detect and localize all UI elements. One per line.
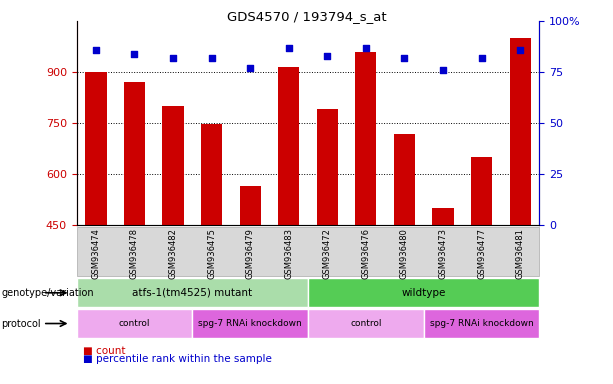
Point <box>477 55 487 61</box>
Text: genotype/variation: genotype/variation <box>1 288 94 298</box>
Point <box>361 45 371 51</box>
Bar <box>317 109 338 225</box>
Text: wildtype: wildtype <box>402 288 446 298</box>
Bar <box>394 134 415 225</box>
Text: GSM936478: GSM936478 <box>130 228 139 279</box>
Text: ■ count: ■ count <box>83 346 125 356</box>
Text: ■ percentile rank within the sample: ■ percentile rank within the sample <box>83 354 272 364</box>
Bar <box>124 82 145 225</box>
Point <box>438 67 448 73</box>
Bar <box>471 157 492 225</box>
Bar <box>201 124 223 225</box>
Point <box>168 55 178 61</box>
Text: spg-7 RNAi knockdown: spg-7 RNAi knockdown <box>430 319 533 328</box>
Text: control: control <box>119 319 150 328</box>
Point <box>245 65 255 71</box>
Text: GSM936473: GSM936473 <box>438 228 447 279</box>
Text: GSM936480: GSM936480 <box>400 228 409 279</box>
Text: control: control <box>350 319 382 328</box>
Text: GSM936472: GSM936472 <box>323 228 332 279</box>
Text: GSM936483: GSM936483 <box>284 228 293 279</box>
Text: GSM936477: GSM936477 <box>477 228 486 279</box>
Text: spg-7 RNAi knockdown: spg-7 RNAi knockdown <box>199 319 302 328</box>
Text: protocol: protocol <box>1 318 41 329</box>
Text: GSM936482: GSM936482 <box>169 228 178 279</box>
Text: GSM936476: GSM936476 <box>362 228 370 279</box>
Bar <box>432 209 454 225</box>
Bar <box>509 38 531 225</box>
Bar <box>85 72 107 225</box>
Point <box>129 51 139 57</box>
Bar <box>240 185 261 225</box>
Bar <box>162 106 184 225</box>
Point <box>400 55 409 61</box>
Text: GSM936474: GSM936474 <box>91 228 101 279</box>
Point <box>322 53 332 59</box>
Bar <box>278 67 299 225</box>
Point <box>516 46 525 53</box>
Point <box>91 46 101 53</box>
Text: GSM936479: GSM936479 <box>246 228 254 279</box>
Bar <box>356 52 376 225</box>
Text: atfs-1(tm4525) mutant: atfs-1(tm4525) mutant <box>132 288 253 298</box>
Point <box>207 55 216 61</box>
Text: GSM936481: GSM936481 <box>516 228 525 279</box>
Point <box>284 45 294 51</box>
Text: GSM936475: GSM936475 <box>207 228 216 279</box>
Text: GDS4570 / 193794_s_at: GDS4570 / 193794_s_at <box>227 10 386 23</box>
